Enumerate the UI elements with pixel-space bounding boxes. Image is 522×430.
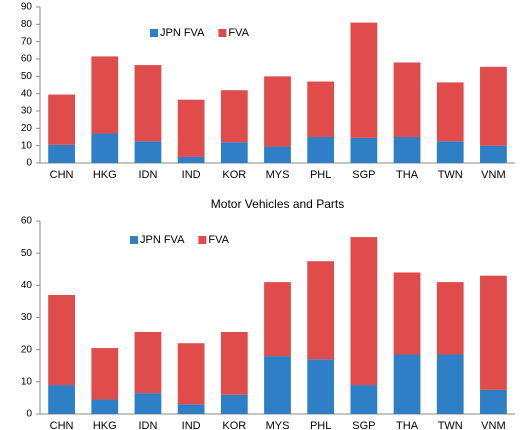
x-tick-label: IND: [182, 169, 201, 181]
y-tick-label: 60: [21, 54, 33, 65]
bar-segment: [48, 94, 75, 145]
bar-segment: [134, 393, 162, 414]
x-tick-label: SGP: [352, 169, 375, 181]
bar-segment: [307, 81, 335, 137]
x-tick-label: SGP: [352, 420, 375, 430]
bar-segment: [436, 82, 464, 142]
y-tick-label: 0: [26, 409, 32, 420]
x-tick-label: CHN: [50, 169, 74, 181]
x-tick-label: MYS: [266, 169, 290, 181]
x-tick-label: CHN: [50, 420, 74, 430]
legend-label: JPN FVA: [160, 27, 205, 39]
bar-segment: [350, 22, 378, 138]
bar-segment: [48, 294, 75, 386]
bar-segment: [264, 356, 291, 414]
chart-title: Motor Vehicles and Parts: [211, 197, 344, 211]
y-tick-label: 80: [21, 19, 33, 30]
legend-swatch: [218, 29, 227, 37]
bar-segment: [350, 237, 378, 386]
legend-label: FVA: [228, 27, 249, 39]
bar-segment: [480, 66, 507, 146]
bar-segment: [134, 141, 162, 163]
y-tick-label: 30: [21, 106, 33, 117]
x-tick-label: IND: [182, 420, 201, 430]
bar-segment: [91, 56, 119, 134]
y-tick-label: 10: [21, 376, 33, 387]
bar-segment: [264, 76, 291, 147]
y-tick-label: 0: [26, 158, 32, 169]
bar-segment: [177, 156, 205, 163]
legend-swatch: [130, 236, 138, 244]
x-tick-label: TWN: [438, 169, 463, 181]
bar-segment: [307, 137, 335, 163]
bar-segment: [307, 261, 335, 360]
x-tick-label: THA: [396, 169, 419, 181]
y-tick-label: 50: [21, 248, 33, 259]
bar-segment: [480, 145, 507, 163]
x-tick-label: IDN: [138, 420, 157, 430]
legend-swatch: [198, 236, 207, 244]
bar-segment: [220, 90, 248, 143]
x-tick-label: IDN: [138, 169, 157, 181]
x-tick-label: VNM: [481, 420, 505, 430]
bar-segment: [436, 282, 464, 355]
bar-segment: [134, 65, 162, 142]
bar-segment: [220, 394, 248, 414]
x-tick-label: THA: [396, 420, 419, 430]
x-tick-label: HKG: [93, 169, 117, 181]
bar-segment: [480, 275, 507, 390]
bar-segment: [48, 385, 75, 414]
y-tick-label: 20: [21, 344, 33, 355]
y-tick-label: 60: [21, 216, 33, 227]
legend-label: FVA: [208, 234, 229, 246]
bar-segment: [48, 144, 75, 163]
x-tick-label: MYS: [266, 420, 290, 430]
bar-segment: [91, 133, 119, 163]
x-tick-label: VNM: [481, 169, 505, 181]
bar-segment: [350, 385, 378, 414]
bar-segment: [177, 99, 205, 157]
bar-segment: [350, 137, 378, 163]
x-tick-label: PHL: [310, 169, 331, 181]
x-tick-label: KOR: [222, 420, 246, 430]
y-tick-label: 10: [21, 140, 33, 151]
x-tick-label: PHL: [310, 420, 331, 430]
y-tick-label: 50: [21, 71, 33, 82]
bar-segment: [436, 141, 464, 163]
bar-segment: [134, 331, 162, 394]
legend-label: JPN FVA: [140, 234, 185, 246]
bar-segment: [177, 343, 205, 405]
y-tick-label: 20: [21, 123, 33, 134]
y-tick-label: 30: [21, 312, 33, 323]
x-tick-label: TWN: [438, 420, 463, 430]
bar-segment: [264, 146, 291, 163]
y-tick-label: 90: [21, 2, 33, 13]
bar-segment: [393, 62, 421, 137]
bar-segment: [91, 399, 119, 414]
bar-segment: [264, 282, 291, 357]
x-tick-label: HKG: [93, 420, 117, 430]
x-tick-label: KOR: [222, 169, 246, 181]
bar-segment: [220, 331, 248, 395]
y-tick-label: 40: [21, 280, 33, 291]
bar-segment: [393, 354, 421, 414]
legend-swatch: [150, 29, 158, 37]
bar-segment: [393, 272, 421, 355]
bar-segment: [307, 359, 335, 414]
bar-segment: [91, 348, 119, 400]
bar-segment: [393, 137, 421, 163]
bar-segment: [436, 354, 464, 414]
bar-segment: [220, 142, 248, 163]
bar-segment: [480, 389, 507, 414]
bar-segment: [177, 404, 205, 414]
y-tick-label: 70: [21, 36, 33, 47]
y-tick-label: 40: [21, 88, 33, 99]
